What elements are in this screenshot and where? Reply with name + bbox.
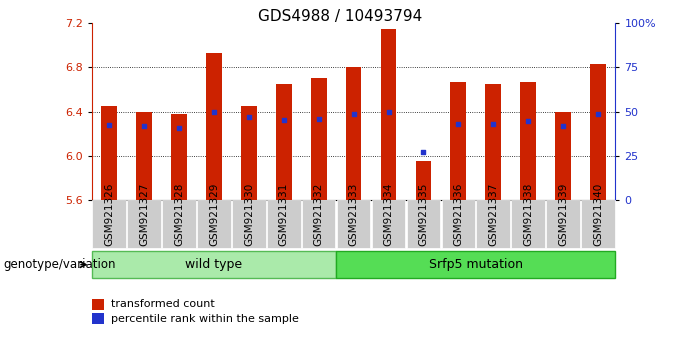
Text: GSM921329: GSM921329 <box>209 183 219 246</box>
Bar <box>381 29 396 200</box>
Text: GSM921336: GSM921336 <box>454 183 463 246</box>
Bar <box>520 82 536 200</box>
Bar <box>415 161 431 200</box>
Point <box>592 111 603 116</box>
Point <box>243 114 254 120</box>
Text: GSM921338: GSM921338 <box>523 183 533 246</box>
Point <box>348 111 359 116</box>
Text: GSM921337: GSM921337 <box>488 183 498 246</box>
Text: GSM921334: GSM921334 <box>384 183 394 246</box>
Text: GSM921335: GSM921335 <box>418 183 428 246</box>
Bar <box>136 112 152 200</box>
Text: GSM921331: GSM921331 <box>279 183 289 246</box>
Text: GSM921328: GSM921328 <box>174 183 184 246</box>
Bar <box>241 106 257 200</box>
Text: GDS4988 / 10493794: GDS4988 / 10493794 <box>258 9 422 24</box>
Bar <box>345 67 362 200</box>
Point <box>313 116 324 122</box>
Text: percentile rank within the sample: percentile rank within the sample <box>111 314 299 324</box>
Text: GSM921332: GSM921332 <box>313 183 324 246</box>
Text: GSM921339: GSM921339 <box>558 183 568 246</box>
Bar <box>450 82 466 200</box>
Bar <box>206 53 222 200</box>
Point <box>523 119 534 124</box>
Bar <box>590 64 606 200</box>
Text: wild type: wild type <box>186 258 243 271</box>
Point <box>104 122 115 127</box>
Bar <box>555 112 571 200</box>
Bar <box>276 84 292 200</box>
Bar <box>486 84 501 200</box>
Text: transformed count: transformed count <box>111 299 215 309</box>
Point <box>139 123 150 129</box>
Point <box>383 109 394 114</box>
Point <box>173 125 184 131</box>
Text: Srfp5 mutation: Srfp5 mutation <box>429 258 523 271</box>
Text: GSM921327: GSM921327 <box>139 183 149 246</box>
Point <box>278 118 289 123</box>
Text: GSM921330: GSM921330 <box>244 183 254 246</box>
Text: genotype/variation: genotype/variation <box>3 258 116 271</box>
Bar <box>171 114 187 200</box>
Text: GSM921340: GSM921340 <box>593 183 603 246</box>
Text: GSM921333: GSM921333 <box>349 183 358 246</box>
Bar <box>101 106 117 200</box>
Bar <box>311 78 326 200</box>
Point <box>209 109 220 114</box>
Point <box>453 121 464 126</box>
Point <box>488 121 498 126</box>
Text: GSM921326: GSM921326 <box>104 183 114 246</box>
Point <box>558 123 568 129</box>
Point <box>418 150 429 155</box>
